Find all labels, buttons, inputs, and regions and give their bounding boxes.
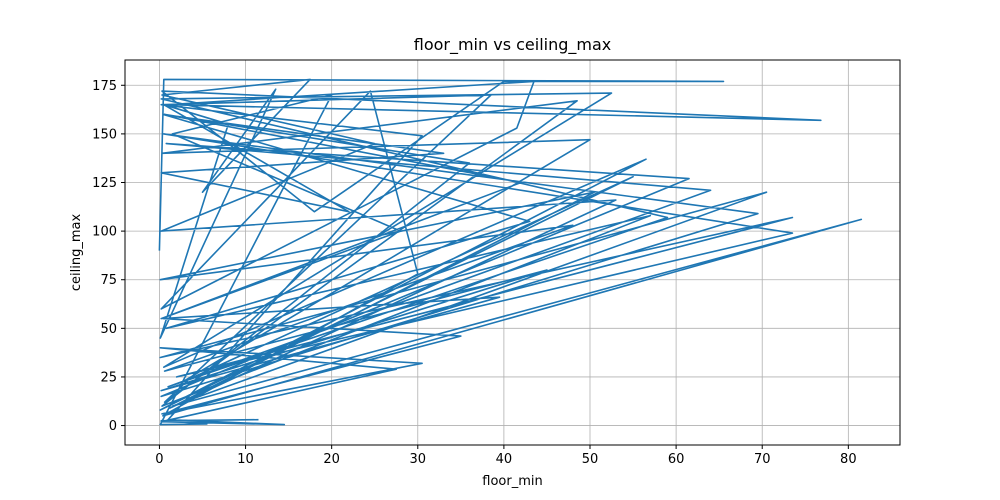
y-tick-label: 175 — [92, 79, 117, 94]
y-tick-label: 150 — [92, 127, 117, 142]
x-tick-label: 10 — [237, 452, 254, 467]
x-tick-label: 50 — [582, 452, 599, 467]
x-tick-label: 40 — [496, 452, 513, 467]
y-tick-label: 25 — [100, 370, 117, 385]
y-axis-label: ceiling_max — [69, 214, 84, 292]
x-tick-label: 80 — [840, 452, 857, 467]
y-tick-label: 50 — [100, 322, 117, 337]
y-tick-label: 125 — [92, 176, 117, 191]
chart-title: floor_min vs ceiling_max — [414, 35, 612, 55]
y-tick-label: 0 — [109, 419, 117, 434]
plot-area-frame — [124, 59, 901, 446]
y-tick-label: 75 — [100, 273, 117, 288]
x-tick-label: 30 — [410, 452, 427, 467]
x-tick-label: 20 — [323, 452, 340, 467]
x-tick-label: 70 — [754, 452, 771, 467]
x-tick-label: 0 — [155, 452, 163, 467]
x-tick-label: 60 — [668, 452, 685, 467]
y-tick-label: 100 — [92, 225, 117, 240]
axis-ticks: 0 10 20 30 40 50 60 70 80 0 25 50 75 100 125 150 175 — [92, 79, 856, 467]
series-line-0 — [158, 78, 863, 426]
x-axis-label: floor_min — [482, 474, 542, 489]
series-layer — [158, 78, 863, 426]
